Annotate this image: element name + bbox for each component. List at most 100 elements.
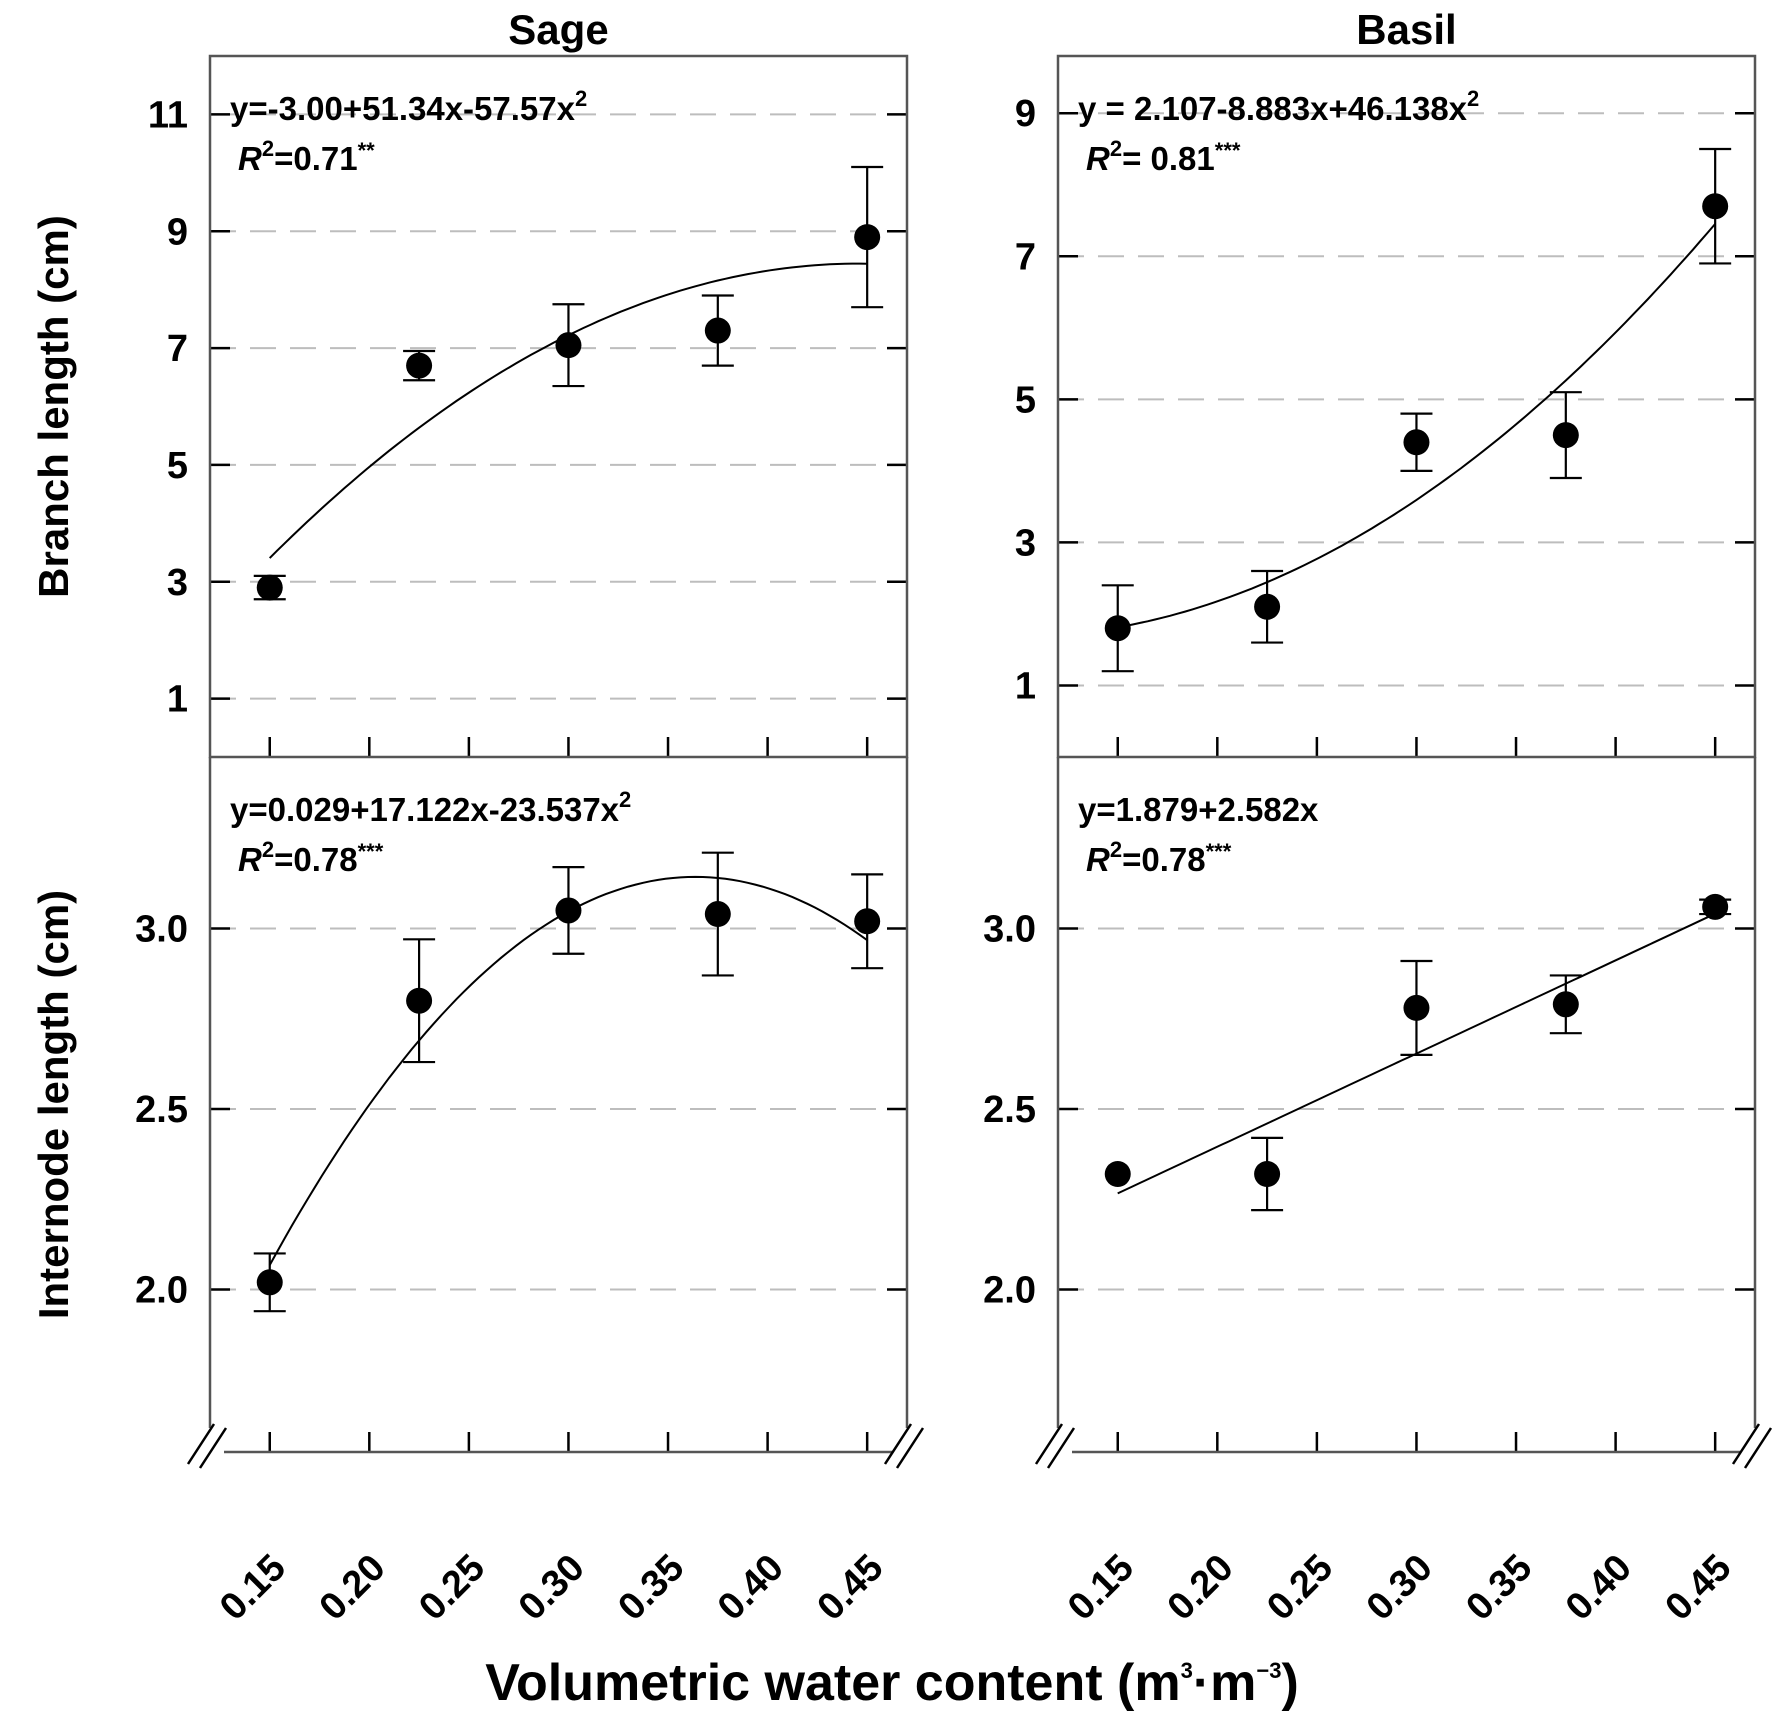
x-axis-label: Volumetric water content (m3·m−3)	[485, 1654, 1299, 1712]
data-point	[704, 901, 731, 928]
data-point	[256, 1269, 283, 1296]
x-tick-label: 0.15	[1060, 1547, 1142, 1629]
x-tick-label: 0.25	[1259, 1547, 1341, 1629]
y-tick-label: 3	[1015, 522, 1036, 564]
panel-frame	[208, 757, 909, 1454]
y-tick-label: 9	[1015, 93, 1036, 135]
equation-exponent: 2	[575, 86, 587, 111]
equation-main: y=1.879+2.582x	[1078, 791, 1319, 828]
y-tick-label: 2.5	[983, 1089, 1036, 1131]
r-squared-symbol: R	[238, 140, 262, 177]
y-axis-label: Branch length (cm)	[30, 215, 77, 598]
x-tick-label: 0.15	[212, 1547, 294, 1629]
r-squared-symbol: R	[1086, 841, 1110, 878]
data-point	[555, 897, 582, 924]
data-point	[1403, 994, 1430, 1021]
data-point	[1552, 991, 1579, 1018]
x-tick-label: 0.45	[810, 1547, 892, 1629]
data-point	[1104, 615, 1131, 642]
r-squared-value: =0.78	[1122, 841, 1206, 878]
significance-stars: ***	[358, 839, 384, 864]
data-point	[1254, 593, 1281, 620]
data-point	[854, 224, 881, 251]
panel-frame	[1056, 757, 1757, 1454]
x-tick-label: 0.35	[1458, 1547, 1540, 1629]
r-squared-exponent: 2	[262, 136, 274, 161]
r-squared-value: = 0.81	[1122, 140, 1215, 177]
r-squared-symbol: R	[238, 841, 262, 878]
y-tick-label: 3.0	[983, 908, 1036, 950]
x-tick-label: 0.40	[710, 1547, 792, 1629]
data-point	[406, 352, 433, 379]
r-squared: R2= 0.81***	[1086, 136, 1241, 177]
x-axis-label-mid: ·m	[1193, 1654, 1257, 1712]
y-tick-label: 11	[148, 94, 188, 136]
equation-main: y=-3.00+51.34x-57.57x	[230, 90, 576, 127]
data-point	[1702, 193, 1729, 220]
y-tick-label: 1	[167, 679, 188, 721]
y-tick-label: 9	[167, 211, 188, 253]
x-axis-label-close: )	[1281, 1654, 1298, 1712]
y-tick-label: 2.0	[135, 1270, 188, 1312]
y-tick-label: 3.0	[135, 908, 188, 950]
equation-main: y = 2.107-8.883x+46.138x	[1078, 90, 1468, 127]
panel-title: Sage	[508, 6, 608, 53]
y-tick-label: 2.0	[983, 1270, 1036, 1312]
data-point	[555, 332, 582, 359]
axis-break-mark	[186, 1423, 228, 1469]
x-tick-label: 0.30	[1359, 1547, 1441, 1629]
y-axis-label: Internode length (cm)	[30, 890, 77, 1319]
panel-title: Basil	[1356, 6, 1456, 53]
data-point	[1104, 1161, 1131, 1187]
x-tick-label: 0.30	[511, 1547, 593, 1629]
regression-equation: y=-3.00+51.34x-57.57x2	[230, 86, 587, 127]
r-squared-exponent: 2	[1110, 136, 1122, 161]
x-axis-label-main: Volumetric water content (m	[485, 1654, 1180, 1712]
y-tick-label: 5	[167, 445, 188, 487]
equation-exponent: 2	[1467, 86, 1479, 111]
regression-equation: y = 2.107-8.883x+46.138x2	[1078, 86, 1479, 127]
panel-bottom-left: 2.0 2.5 3.0 0.15 0.20 0.25 0.30 0.35 0.40 0.45 Int…	[30, 757, 925, 1629]
r-squared-value: =0.71	[274, 140, 358, 177]
data-point	[1403, 429, 1430, 456]
significance-stars: ***	[1206, 839, 1232, 864]
panel-frame	[1056, 54, 1757, 759]
r-squared-symbol: R	[1086, 140, 1110, 177]
x-tick-label: 0.35	[610, 1547, 692, 1629]
y-tick-label: 2.5	[135, 1089, 188, 1131]
regression-equation: y=1.879+2.582x	[1078, 791, 1319, 828]
x-tick-label: 0.45	[1658, 1547, 1740, 1629]
data-point	[854, 908, 881, 935]
r-squared: R2=0.78***	[238, 837, 384, 878]
regression-equation: y=0.029+17.122x-23.537x2	[230, 787, 631, 828]
y-tick-label: 5	[1015, 379, 1036, 421]
data-point	[1254, 1161, 1281, 1187]
y-tick-label: 7	[1015, 236, 1036, 278]
x-axis-label-exp1: 3	[1181, 1658, 1193, 1683]
axis-break-mark	[883, 1423, 925, 1469]
x-tick-label: 0.25	[411, 1547, 493, 1629]
r-squared: R2=0.78***	[1086, 837, 1232, 878]
x-tick-label: 0.20	[1160, 1547, 1242, 1629]
r-squared-exponent: 2	[1110, 837, 1122, 862]
significance-stars: ***	[1215, 138, 1241, 163]
data-point	[1702, 893, 1729, 920]
axis-break-mark	[1034, 1423, 1076, 1469]
r-squared-value: =0.78	[274, 841, 358, 878]
y-tick-label: 1	[1015, 665, 1036, 707]
panel-top-left: 1 3 5 7 9 11 Sage Branch length (cm) y=-3.00+51.…	[30, 6, 909, 759]
axis-break-mark	[1731, 1423, 1773, 1469]
r-squared: R2=0.71**	[238, 136, 375, 177]
equation-exponent: 2	[619, 787, 631, 812]
y-tick-label: 3	[167, 562, 188, 604]
r-squared-exponent: 2	[262, 837, 274, 862]
panel-bottom-right: 2.0 2.5 3.0 0.15 0.20 0.25 0.30 0.35 0.40 0.45 y=1…	[983, 757, 1773, 1629]
fit-curve	[1117, 223, 1716, 629]
panel-frame	[208, 54, 909, 759]
x-tick-label: 0.20	[312, 1547, 394, 1629]
x-tick-label: 0.40	[1558, 1547, 1640, 1629]
data-point	[704, 317, 731, 344]
data-point	[256, 574, 283, 601]
